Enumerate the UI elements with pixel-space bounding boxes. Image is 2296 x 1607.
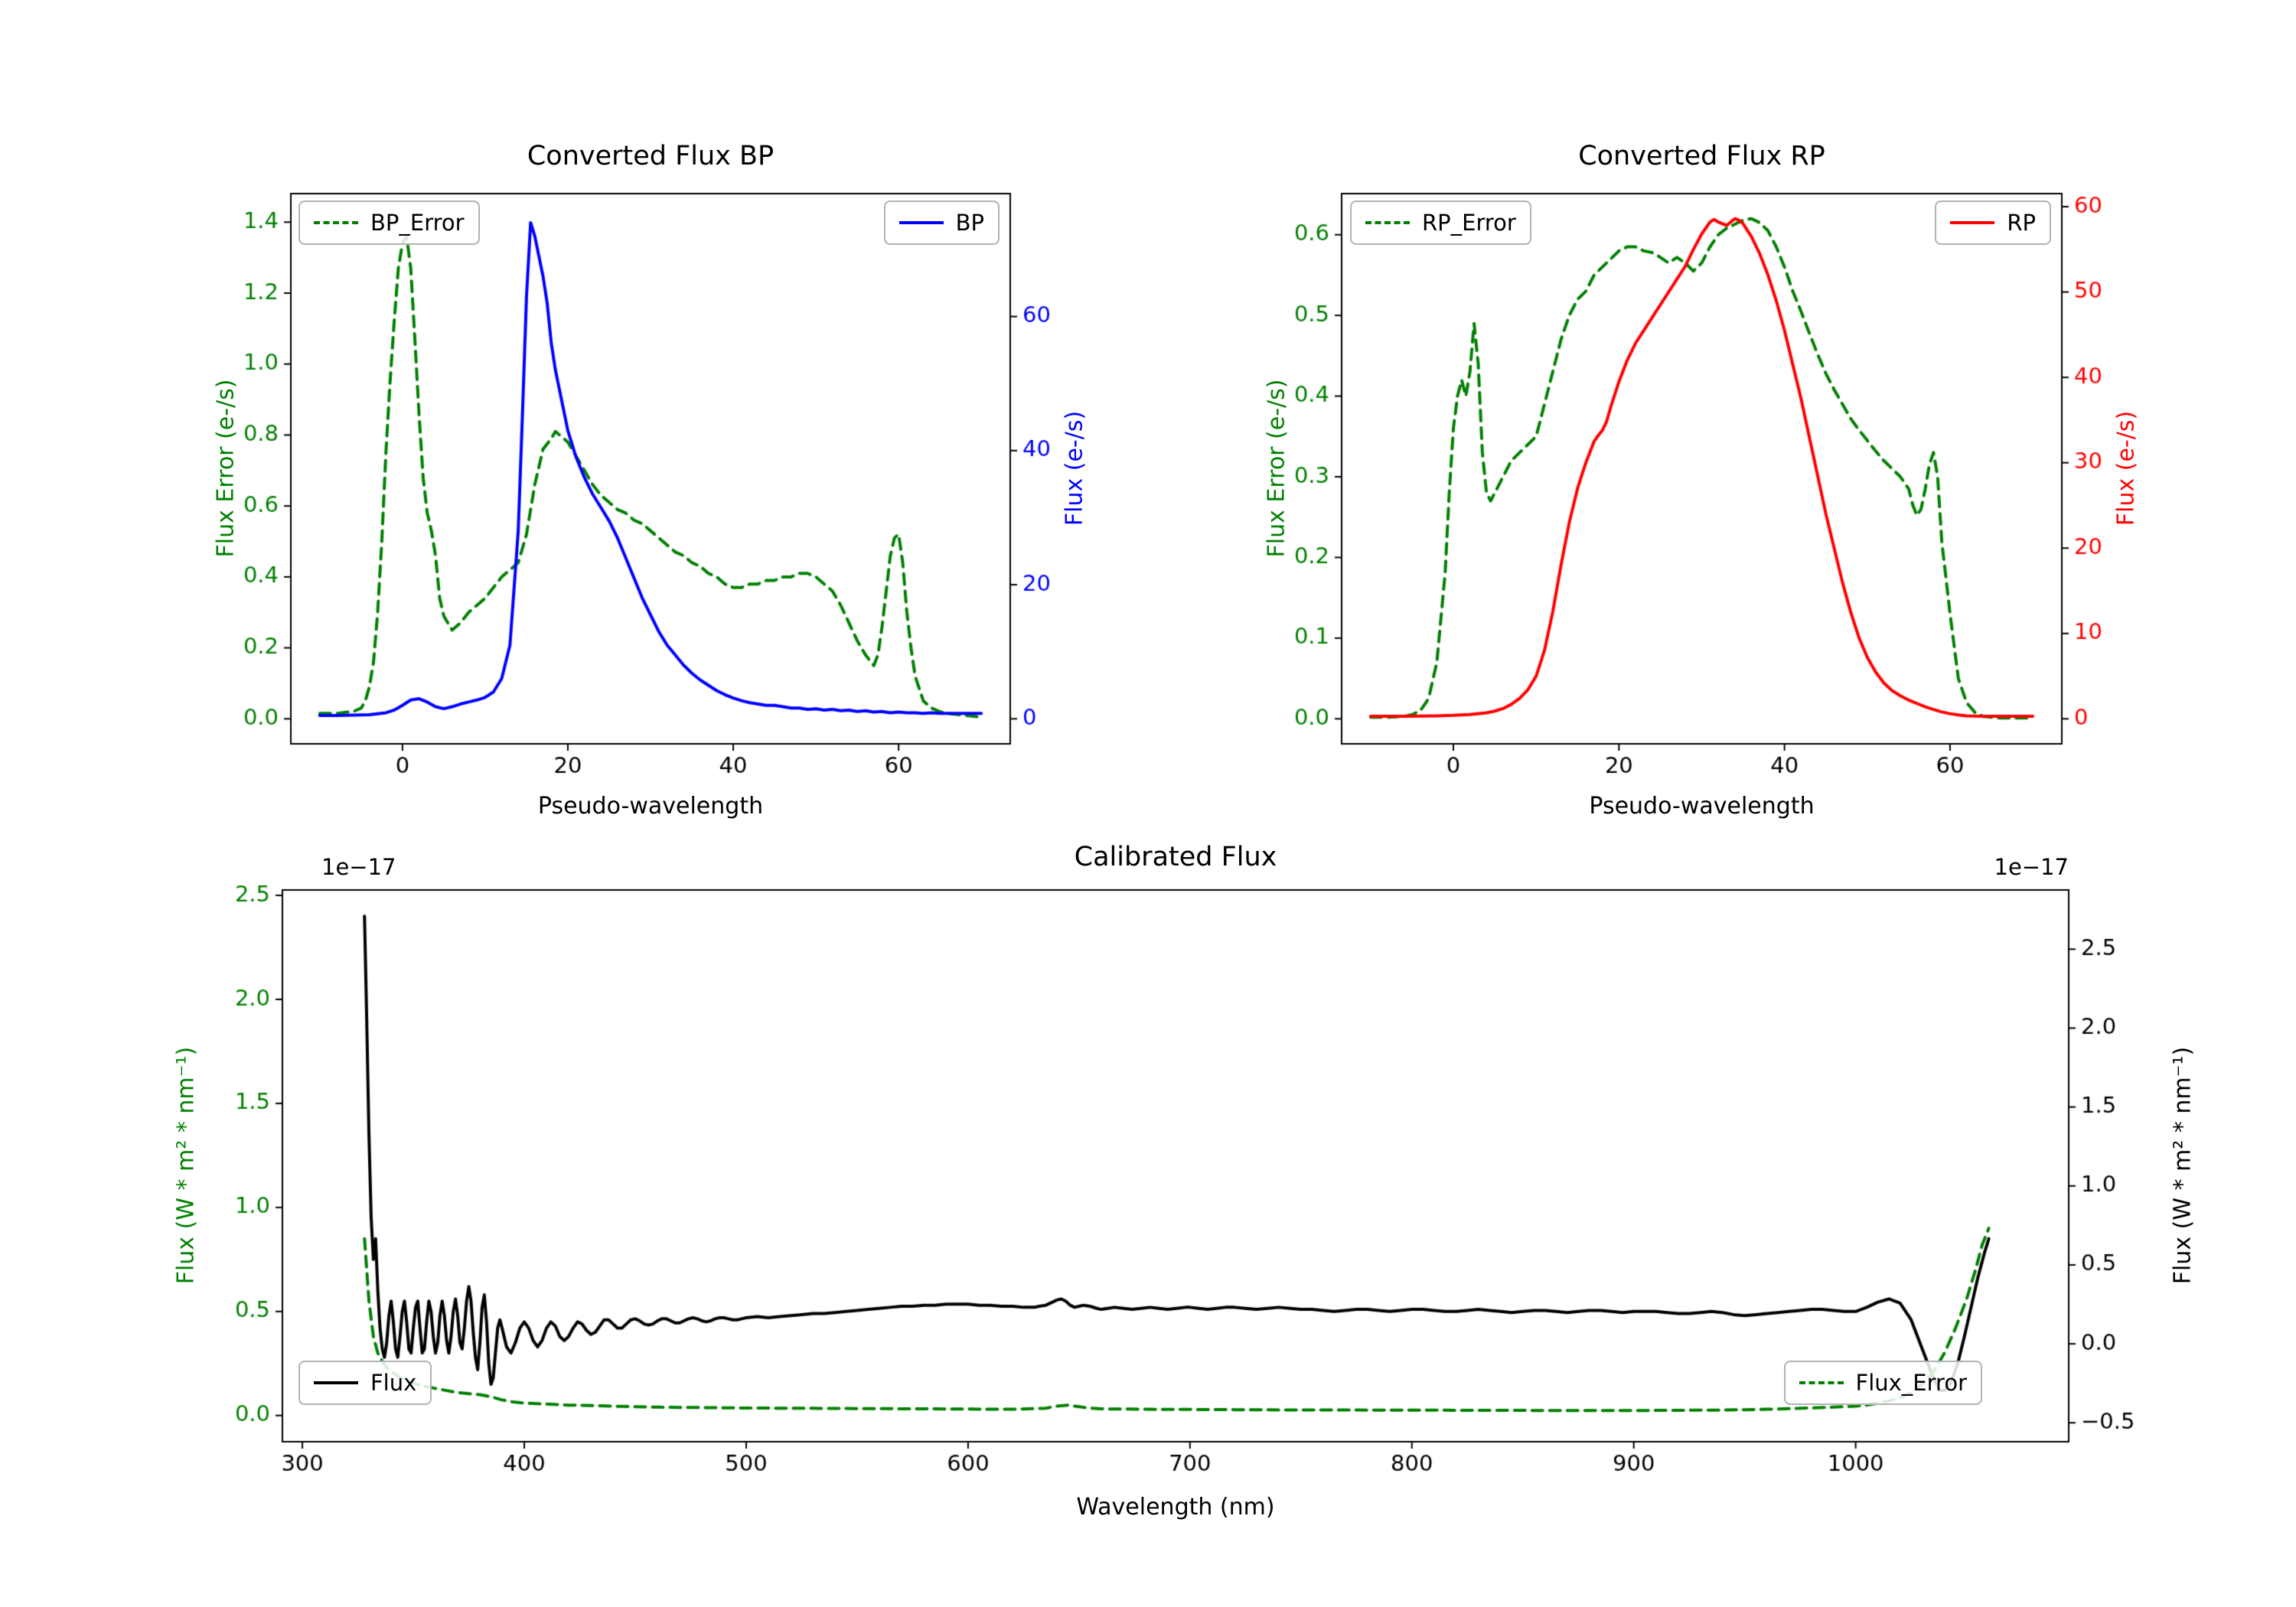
left-axis-offset-text: 1e−17 bbox=[321, 854, 396, 880]
calibrated-flux-yaxis-left-label: Flux (W * m² * nm⁻¹) bbox=[172, 1046, 200, 1285]
rp-legend-line-sample bbox=[1950, 221, 1995, 224]
bp-plot-canvas bbox=[138, 130, 1163, 857]
bp-legend: BP bbox=[883, 200, 1000, 245]
rp-plot-canvas bbox=[1189, 130, 2215, 857]
bp-xaxis-label: Pseudo-wavelength bbox=[537, 793, 764, 820]
bp-error-legend-label: BP_Error bbox=[370, 210, 465, 236]
rp-yaxis-right-label: Flux (e-/s) bbox=[2112, 410, 2140, 526]
flux-error-legend-line-sample bbox=[1799, 1381, 1844, 1384]
bp-error-legend-line-sample bbox=[314, 221, 358, 224]
bp-legend-label: BP bbox=[955, 210, 984, 236]
calibrated-flux-plot-canvas bbox=[115, 826, 2227, 1584]
bp-yaxis-right-label: Flux (e-/s) bbox=[1061, 410, 1088, 526]
calibrated-flux-xaxis-label: Wavelength (nm) bbox=[1076, 1494, 1275, 1521]
bp-chart-title: Converted Flux BP bbox=[527, 141, 775, 171]
rp-xaxis-label: Pseudo-wavelength bbox=[1589, 793, 1815, 820]
rp-error-legend-label: RP_Error bbox=[1422, 210, 1516, 236]
rp-yaxis-left-label: Flux Error (e-/s) bbox=[1263, 379, 1290, 558]
rp-legend-label: RP bbox=[2007, 210, 2036, 236]
rp-error-legend-line-sample bbox=[1365, 221, 1410, 224]
flux-legend-label: Flux bbox=[370, 1370, 417, 1396]
rp-chart-title: Converted Flux RP bbox=[1578, 141, 1825, 171]
flux-error-legend: Flux_Error bbox=[1783, 1361, 1982, 1405]
bp-error-legend: BP_Error bbox=[298, 200, 480, 245]
calibrated-flux-chart-title: Calibrated Flux bbox=[1074, 842, 1277, 872]
flux-legend-line-sample bbox=[314, 1381, 358, 1384]
bp-yaxis-left-label: Flux Error (e-/s) bbox=[212, 379, 240, 558]
rp-legend: RP bbox=[1935, 200, 2051, 245]
right-axis-offset-text: 1e−17 bbox=[1994, 854, 2069, 880]
flux-legend: Flux bbox=[298, 1361, 432, 1405]
rp-error-legend: RP_Error bbox=[1350, 200, 1531, 245]
chart-calibrated-flux: Calibrated Flux Wavelength (nm) Flux (W … bbox=[115, 826, 2227, 1584]
chart-converted-flux-rp: Converted Flux RP Pseudo-wavelength Flux… bbox=[1189, 130, 2215, 857]
flux-error-legend-label: Flux_Error bbox=[1855, 1370, 1967, 1396]
bp-legend-line-sample bbox=[899, 221, 944, 224]
calibrated-flux-yaxis-right-label: Flux (W * m² * nm⁻¹) bbox=[2169, 1046, 2197, 1285]
chart-converted-flux-bp: Converted Flux BP Pseudo-wavelength Flux… bbox=[138, 130, 1163, 857]
